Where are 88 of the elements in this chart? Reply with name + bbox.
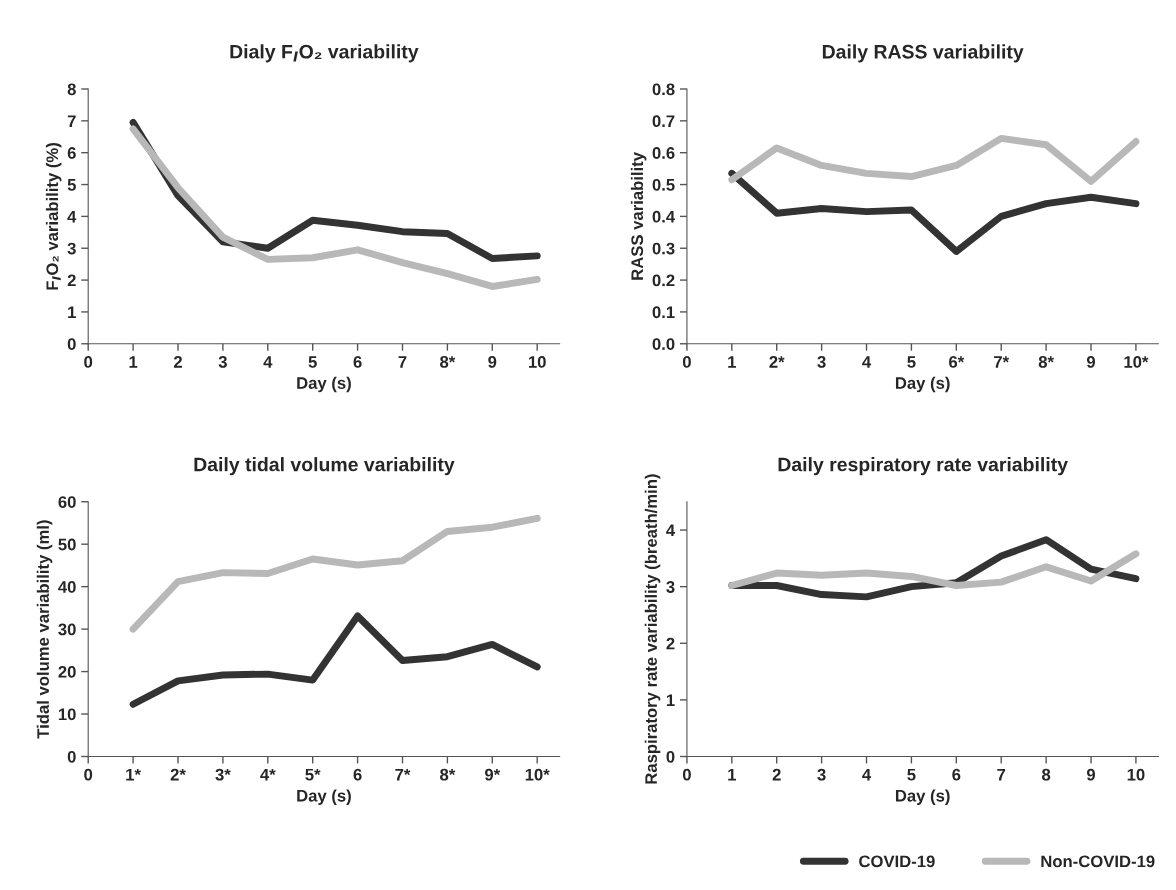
x-tick-label: 6 <box>952 768 961 781</box>
y-tick-label: 40 <box>58 581 76 593</box>
y-axis-title: RASS variability <box>630 152 647 280</box>
x-tick-label: 9* <box>484 768 501 781</box>
x-tick-label: 0 <box>84 356 93 368</box>
chart-title: Dialy F$_{I}$O₂ variability <box>230 44 419 63</box>
y-tick-label: 0.8 <box>652 83 675 96</box>
x-tick-label: 10 <box>528 356 546 368</box>
y-tick-label: 50 <box>58 538 76 551</box>
y-tick-label: 2 <box>666 637 675 650</box>
x-tick-label: 2 <box>772 768 781 781</box>
x-axis-title: Day (s) <box>895 789 950 805</box>
x-tick-label: 8* <box>440 356 456 368</box>
x-tick-label: 0 <box>84 768 93 781</box>
y-tick-label: 60 <box>58 496 76 508</box>
x-tick-label: 1 <box>728 356 736 368</box>
y-tick-label: 0.1 <box>652 306 675 319</box>
y-tick-label: 3 <box>666 581 675 593</box>
y-tick-label: 0 <box>666 750 675 763</box>
y-tick-label: 0.2 <box>652 274 675 287</box>
y-tick-label: 0.0 <box>652 338 675 350</box>
x-tick-label: 4* <box>260 768 276 781</box>
chart-title: Daily tidal volume variability <box>194 457 455 476</box>
x-tick-label: 5 <box>907 356 916 368</box>
x-tick-label: 2 <box>173 356 182 368</box>
y-tick-label: 10 <box>58 708 76 721</box>
y-tick-label: 1 <box>666 694 675 706</box>
x-tick-label: 2* <box>170 768 186 781</box>
x-tick-label: 4 <box>263 356 273 368</box>
y-axis-title: Tidal volume variability (ml) <box>36 520 53 739</box>
x-axis-title: Day (s) <box>297 789 351 805</box>
y-tick-label: 3 <box>67 242 76 255</box>
x-tick-label: 10 <box>1127 768 1145 781</box>
chart-title: Daily RASS variability <box>822 44 1024 63</box>
y-tick-label: 5 <box>67 179 76 191</box>
x-tick-label: 7* <box>994 356 1010 368</box>
y-tick-label: 0 <box>67 338 76 350</box>
x-tick-label: 3* <box>215 768 231 781</box>
x-axis-title: Day (s) <box>895 376 950 393</box>
x-tick-label: 8 <box>1042 768 1051 781</box>
y-tick-label: 1 <box>68 306 76 318</box>
y-tick-label: 0.3 <box>652 242 675 255</box>
x-tick-label: 1* <box>126 768 141 781</box>
x-tick-label: 3 <box>218 356 227 368</box>
legend-label: COVID-19 <box>859 855 935 868</box>
x-tick-label: 7 <box>997 768 1006 781</box>
y-tick-label: 0.4 <box>652 210 676 223</box>
x-tick-label: 7 <box>398 356 407 368</box>
y-tick-label: 0.5 <box>652 178 675 191</box>
legend-label: Non-COVID-19 <box>1041 855 1155 868</box>
x-tick-label: 2* <box>769 356 785 368</box>
x-tick-label: 0 <box>682 768 691 781</box>
y-tick-label: 30 <box>58 623 76 636</box>
x-tick-label: 0 <box>682 356 691 368</box>
y-tick-label: 20 <box>58 665 76 678</box>
x-tick-label: 8* <box>1038 356 1054 368</box>
x-tick-label: 3 <box>817 356 826 368</box>
x-tick-label: 5* <box>305 768 321 781</box>
x-tick-label: 9 <box>488 356 497 368</box>
y-tick-label: 2 <box>67 274 76 287</box>
x-tick-label: 9 <box>1086 356 1096 368</box>
y-axis-title: Raspiratory rate variability (breath/min) <box>644 474 661 784</box>
x-tick-label: 8* <box>440 768 456 781</box>
x-tick-label: 6* <box>949 356 965 368</box>
x-tick-label: 10* <box>525 768 550 781</box>
x-tick-label: 6 <box>353 768 362 781</box>
x-tick-label: 5 <box>308 356 317 368</box>
x-tick-label: 4 <box>862 768 872 781</box>
y-axis-title: F$_{I}$O₂ variability (%) <box>45 143 62 290</box>
y-tick-label: 0 <box>67 750 76 763</box>
x-tick-label: 5 <box>907 768 916 781</box>
x-axis-title: Day (s) <box>297 376 351 393</box>
y-tick-label: 8 <box>67 83 76 96</box>
x-tick-label: 1 <box>728 768 736 781</box>
y-tick-label: 4 <box>67 210 77 223</box>
x-tick-label: 10* <box>1124 356 1149 368</box>
chart-title: Daily respiratory rate variability <box>778 457 1068 476</box>
x-tick-label: 3 <box>817 768 826 781</box>
y-tick-label: 0.7 <box>652 115 675 128</box>
y-tick-label: 6 <box>67 147 76 159</box>
x-tick-label: 7* <box>395 768 411 781</box>
x-tick-label: 4 <box>862 356 872 368</box>
x-tick-label: 1 <box>129 356 138 368</box>
y-tick-label: 0.6 <box>652 147 675 159</box>
x-tick-label: 9 <box>1086 768 1096 781</box>
y-tick-label: 4 <box>666 524 676 537</box>
x-tick-label: 6 <box>353 356 362 368</box>
y-tick-label: 7 <box>67 115 76 127</box>
